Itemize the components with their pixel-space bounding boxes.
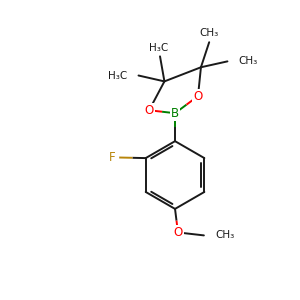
Text: F: F [109,151,116,164]
Text: O: O [173,226,183,239]
Text: CH₃: CH₃ [200,28,219,38]
Text: O: O [194,90,202,103]
Text: H₃C: H₃C [149,43,168,52]
Text: CH₃: CH₃ [216,230,235,240]
Text: H₃C: H₃C [108,70,127,80]
Text: O: O [145,104,154,117]
Text: B: B [171,107,179,120]
Text: CH₃: CH₃ [238,56,258,66]
